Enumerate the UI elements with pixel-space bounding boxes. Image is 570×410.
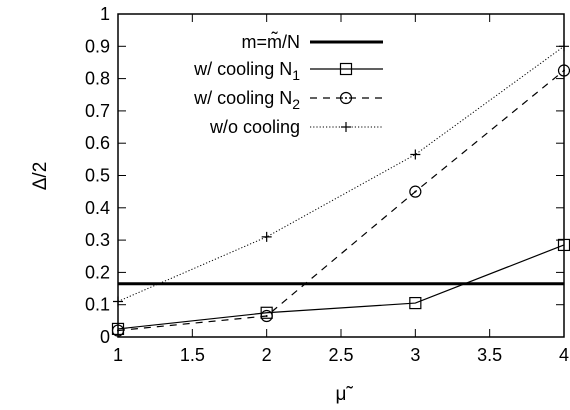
circle-marker-dot <box>563 69 565 72</box>
x-axis-label: μ̃ <box>336 384 354 405</box>
data-point-circle <box>260 309 273 323</box>
data-point-circle <box>409 185 422 198</box>
circle-marker-dot <box>265 315 268 318</box>
series-layer <box>111 41 570 337</box>
series-line <box>117 70 565 332</box>
y-axis-label: Δ/2 <box>30 162 51 191</box>
legend-label: w/o cooling <box>209 117 300 137</box>
y-tick-label: 0.4 <box>85 198 110 218</box>
data-point-circle <box>111 324 125 337</box>
circle-marker-dot <box>117 329 119 332</box>
legend-label-text: w/ cooling N <box>193 88 292 108</box>
y-tick-label: 0.6 <box>85 133 110 153</box>
circle-marker-dot <box>414 190 417 193</box>
data-point-plus <box>410 149 421 160</box>
y-tick-label: 0.2 <box>85 262 110 282</box>
legend-label-text: w/ cooling N <box>193 59 292 79</box>
series-2 <box>111 64 570 337</box>
circle-marker-ring <box>111 324 125 337</box>
circle-marker-ring <box>339 91 353 105</box>
circle-marker-ring <box>409 185 422 198</box>
x-tick-label: 2 <box>262 345 272 365</box>
legend-label: w/ cooling N1 <box>193 59 300 83</box>
circle-marker-dot <box>345 97 347 99</box>
legend-label-subscript: 2 <box>292 96 300 112</box>
y-tick-label: 0.3 <box>85 230 110 250</box>
y-tick-label: 0.8 <box>85 69 110 89</box>
series-line <box>117 244 565 330</box>
x-tick-label: 3 <box>410 345 420 365</box>
x-tick-label: 1 <box>113 345 123 365</box>
y-tick-label: 0.9 <box>85 36 110 56</box>
legend-marker-circle <box>339 91 353 105</box>
legend-label-subscript: 1 <box>292 67 300 83</box>
x-tick-label: 1.5 <box>180 345 205 365</box>
data-point-plus <box>113 296 123 307</box>
x-tick-label: 4 <box>559 345 569 365</box>
series-1 <box>111 238 570 336</box>
y-tick-label: 0.1 <box>85 295 110 315</box>
y-tick-label: 1 <box>100 4 110 24</box>
series-3 <box>113 41 569 307</box>
data-point-plus <box>261 231 272 242</box>
legend-label-text: w/o cooling <box>209 117 300 137</box>
y-ticks: 0 0.1 0.2 0.3 0.4 0.5 0.6 0.7 0.8 0.9 1 <box>85 4 564 347</box>
series-line <box>117 45 565 302</box>
x-tick-label: 3.5 <box>477 345 502 365</box>
plot-frame <box>117 13 565 338</box>
legend-label: m=m̃/N <box>242 31 301 52</box>
x-tick-label: 2.5 <box>328 345 353 365</box>
data-point-square <box>409 296 422 310</box>
y-tick-label: 0.5 <box>85 166 110 186</box>
legend-marker-square <box>339 62 353 76</box>
data-point-plus <box>559 41 569 52</box>
y-tick-label: 0.7 <box>85 101 110 121</box>
y-tick-label: 0 <box>100 327 110 347</box>
circle-marker-ring <box>260 309 273 323</box>
legend-label-text: m=m̃/N <box>242 31 301 52</box>
legend: m=m̃/Nw/ cooling N1w/ cooling N2w/o cool… <box>193 31 383 137</box>
data-point-square <box>260 306 273 319</box>
legend-marker-plus <box>341 122 351 132</box>
legend-label: w/ cooling N2 <box>193 88 300 112</box>
